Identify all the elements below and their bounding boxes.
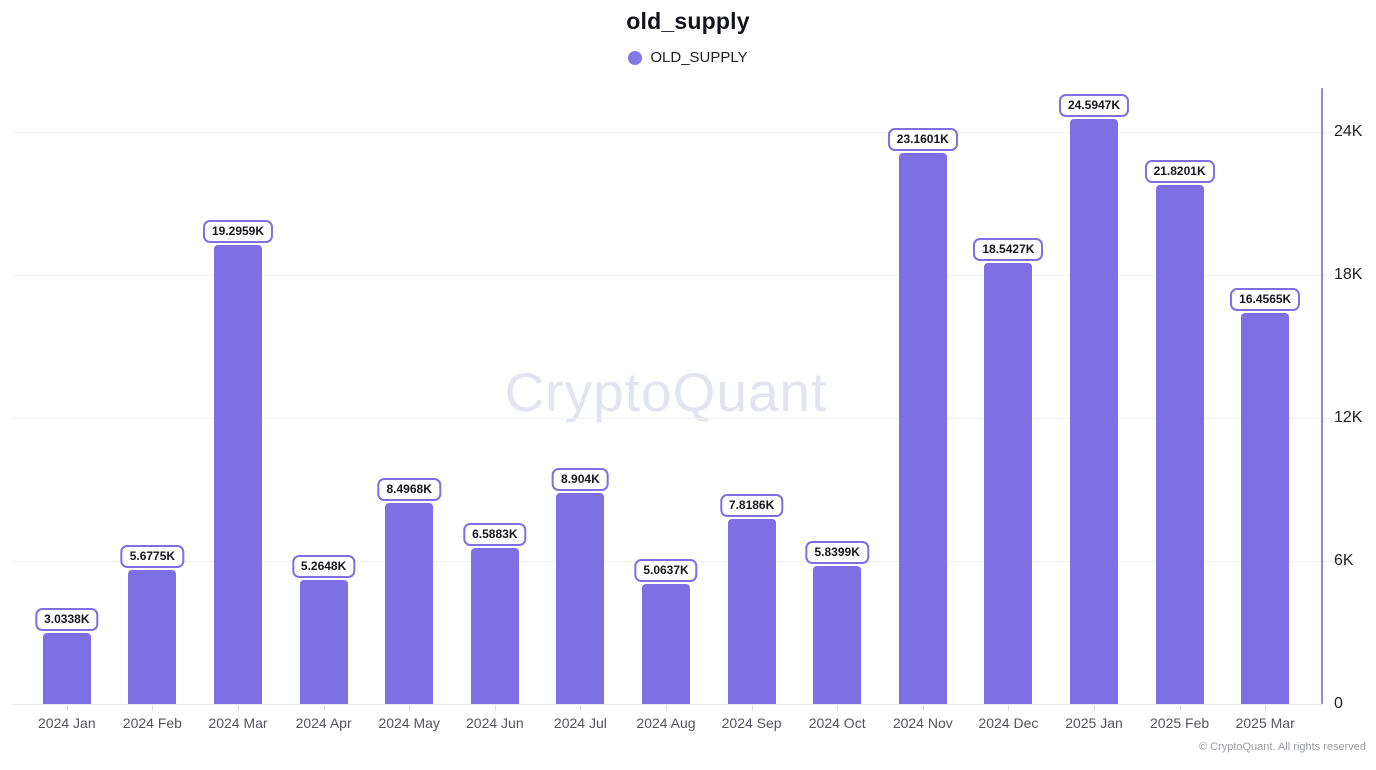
bar-value-label: 5.6775K [120,544,185,568]
plot-area: CryptoQuant 3.0338K 5.6775K 19.2959K 5.2648… [12,88,1346,705]
x-axis-tick [323,705,325,711]
bar-value-label: 18.5427K [973,238,1044,262]
x-axis-tick [66,705,68,711]
y-axis-label: 12K [1334,409,1363,427]
gridline [12,132,1346,134]
bar-2024-feb[interactable] [128,569,177,705]
gridline [12,275,1346,277]
y-axis-line [1321,88,1323,704]
bar-value-label: 5.2648K [291,554,356,578]
x-axis-label: 2024 May [378,715,440,731]
x-axis-label: 2024 Apr [295,715,352,731]
x-axis-tick [409,705,411,711]
x-axis-tick [922,705,924,711]
bar-2024-jul[interactable] [556,492,605,705]
bar-2024-nov[interactable] [898,153,947,705]
x-axis-label: 2024 Feb [122,715,182,731]
bar-value-label: 21.8201K [1144,160,1215,184]
legend-item-old-supply[interactable]: OLD_SUPPLY [0,49,1376,66]
x-axis-tick [152,705,154,711]
bar-value-label: 24.5947K [1058,94,1130,118]
x-axis-label: 2025 Feb [1150,715,1210,731]
x-axis-label: 2024 Jan [37,715,96,731]
x-axis-label: 2024 Mar [208,715,268,731]
legend-dot-icon [628,50,643,65]
x-axis-tick [1179,705,1181,711]
bar-2024-jun[interactable] [470,548,519,705]
x-axis-tick [1265,705,1267,711]
bar-value-label: 8.4968K [377,477,441,501]
bar-value-label: 7.8186K [719,493,784,517]
bar-value-label: 23.1601K [887,128,958,152]
y-axis-label: 18K [1334,266,1363,284]
bar-2024-apr[interactable] [299,579,348,705]
bar-2024-may[interactable] [385,502,434,705]
bar-2024-mar[interactable] [214,245,262,705]
bar-value-label: 16.4565K [1230,287,1301,311]
x-axis-label: 2024 Aug [636,715,696,731]
bar-2024-dec[interactable] [984,263,1033,705]
bar-2025-feb[interactable] [1155,185,1204,705]
bar-value-label: 3.0338K [35,607,99,631]
bar-2024-aug[interactable] [642,584,690,705]
bar-value-label: 19.2959K [202,220,274,244]
y-axis-label: 0 [1334,695,1343,712]
bar-2024-sep[interactable] [727,518,776,705]
bar-value-label: 8.904K [552,467,609,491]
x-axis-tick [494,705,496,711]
x-axis-tick [580,705,582,711]
x-axis-tick [1008,705,1010,711]
x-axis-tick [666,705,667,711]
x-axis-label: 2024 Nov [892,715,953,731]
y-axis-label: 6K [1334,552,1354,570]
x-axis-tick [837,705,839,711]
chart-title: old_supply [626,8,750,34]
x-axis-tick [1094,705,1095,711]
x-axis-label: 2025 Mar [1235,715,1295,731]
x-axis-label: 2024 Sep [721,715,782,731]
bar-2025-mar[interactable] [1241,312,1290,705]
y-axis-label: 24K [1334,123,1363,141]
x-axis-label: 2024 Dec [978,715,1039,731]
legend-label: OLD_SUPPLY [650,49,748,66]
bar-value-label: 5.8399K [805,540,869,564]
x-axis-label: 2024 Jul [553,715,607,731]
bar-2024-jan[interactable] [42,632,91,705]
bar-2025-jan[interactable] [1070,119,1118,705]
copyright: © CryptoQuant. All rights reserved [1198,741,1366,753]
x-axis-label: 2025 Jan [1065,715,1123,731]
bar-value-label: 6.5883K [463,523,527,547]
gridline [12,418,1346,420]
watermark: CryptoQuant [504,361,828,423]
x-axis-tick [238,705,239,711]
bar-2024-oct[interactable] [813,565,862,705]
x-axis-tick [751,705,753,711]
x-axis-line [12,704,1322,705]
x-axis-label: 2024 Oct [808,715,866,731]
x-axis-label: 2024 Jun [465,715,524,731]
bar-value-label: 5.0637K [634,559,698,583]
